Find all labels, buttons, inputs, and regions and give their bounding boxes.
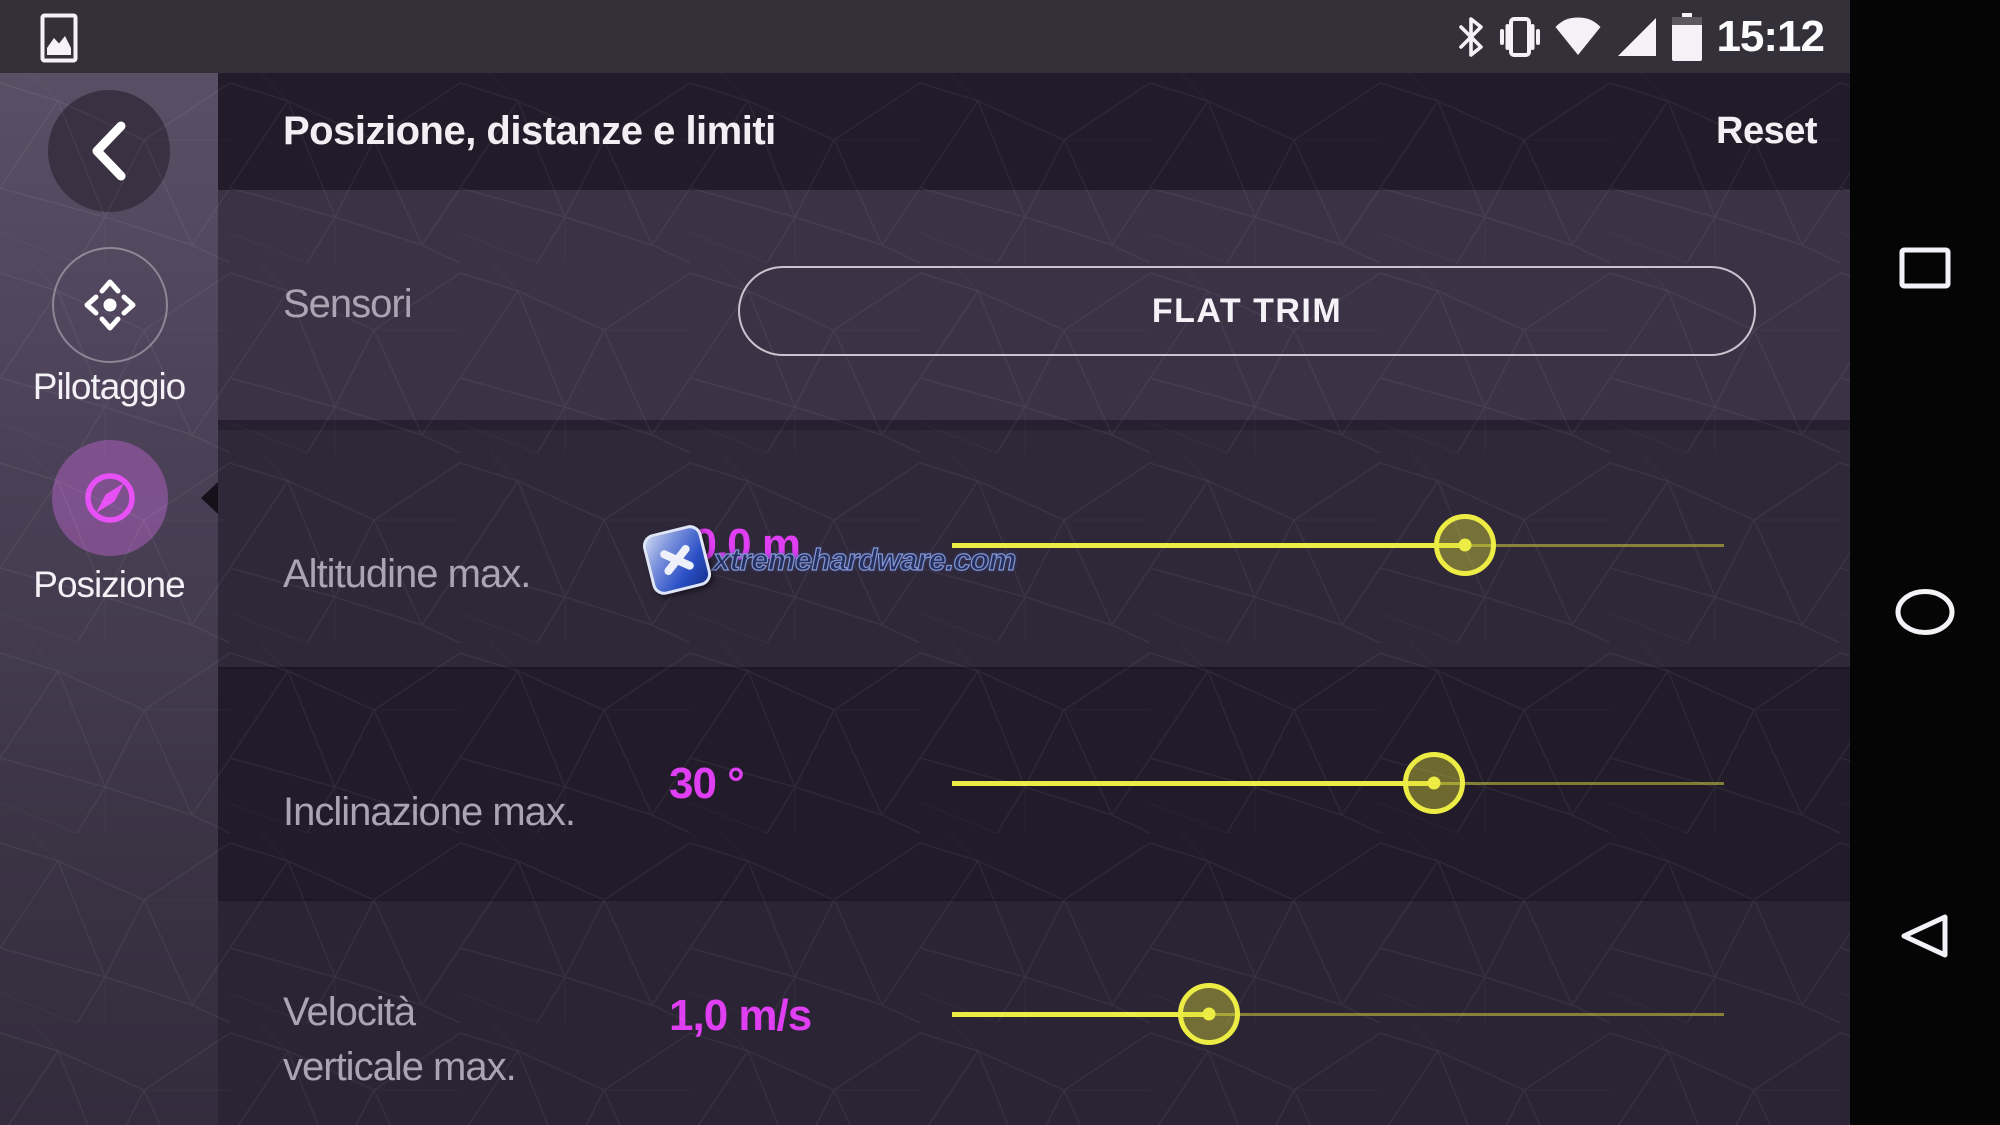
picture-icon bbox=[40, 13, 78, 63]
status-bar: 15:12 bbox=[0, 0, 1850, 73]
slider-handle-dot bbox=[1458, 538, 1472, 552]
back-button[interactable] bbox=[48, 90, 170, 212]
wifi-icon bbox=[1554, 17, 1602, 57]
watermark: xtremehardware.com bbox=[640, 522, 1017, 598]
selected-item-indicator bbox=[201, 482, 218, 514]
setting-label: Altitudine max. bbox=[283, 552, 531, 596]
page-title: Posizione, distanze e limiti bbox=[283, 109, 776, 153]
settings-panel: Posizione, distanze e limiti Reset Senso… bbox=[218, 73, 1850, 1125]
chevron-left-icon bbox=[87, 119, 131, 183]
flat-trim-label: FLAT TRIM bbox=[1151, 291, 1343, 330]
reset-button[interactable]: Reset bbox=[1716, 110, 1818, 152]
slider-handle[interactable] bbox=[1178, 983, 1241, 1045]
sensors-label: Sensori bbox=[283, 282, 413, 326]
recents-button[interactable] bbox=[1899, 247, 1951, 289]
status-icons: 15:12 bbox=[1456, 0, 1825, 73]
circle-icon bbox=[1894, 588, 1956, 636]
setting-labels: Velocità verticale max. Lenta bbox=[283, 930, 517, 1125]
android-nav-bar bbox=[1850, 0, 2000, 1125]
sidebar: Pilotaggio Posizione bbox=[0, 73, 218, 1125]
sensors-row: Sensori FLAT TRIM bbox=[218, 190, 1850, 430]
app-body: Pilotaggio Posizione Posizione, distanze… bbox=[0, 73, 1850, 1125]
slider-handle-dot bbox=[1202, 1007, 1216, 1021]
bluetooth-icon bbox=[1456, 16, 1486, 58]
setting-value: 1,0 m/s bbox=[669, 991, 812, 1040]
setting-row-max-tilt: Inclinazione max. Normale 30 ° bbox=[218, 667, 1850, 944]
home-button[interactable] bbox=[1894, 588, 1956, 636]
slider-track-filled[interactable] bbox=[952, 542, 1466, 548]
slider-handle-dot bbox=[1427, 776, 1441, 790]
slider-track-filled[interactable] bbox=[952, 780, 1434, 786]
slider-track-filled[interactable] bbox=[952, 1011, 1210, 1017]
back-nav-button[interactable] bbox=[1899, 913, 1951, 959]
setting-label: Inclinazione max. bbox=[283, 790, 576, 834]
slider-handle[interactable] bbox=[1402, 752, 1465, 814]
watermark-text: xtremehardware.com bbox=[712, 541, 1017, 577]
sidebar-item-label-pilotaggio[interactable]: Pilotaggio bbox=[32, 366, 187, 407]
page-header: Posizione, distanze e limiti Reset bbox=[218, 73, 1850, 190]
x-badge-icon bbox=[640, 522, 714, 598]
setting-label: Velocità verticale max. bbox=[283, 990, 517, 1089]
setting-value: 30 ° bbox=[669, 759, 745, 808]
setting-row-max-altitude: Altitudine max. Normale 10,0 m xtremehar… bbox=[218, 430, 1850, 706]
clock: 15:12 bbox=[1716, 11, 1825, 61]
setting-row-max-vertical-speed: Velocità verticale max. Lenta 1,0 m/s bbox=[218, 899, 1850, 1125]
dpad-icon bbox=[75, 270, 145, 340]
slider-handle[interactable] bbox=[1434, 514, 1497, 576]
triangle-icon bbox=[1899, 913, 1951, 959]
sidebar-item-posizione[interactable] bbox=[52, 440, 168, 556]
compass-icon bbox=[78, 466, 142, 530]
sidebar-item-pilotaggio[interactable] bbox=[52, 247, 168, 363]
battery-icon bbox=[1672, 12, 1703, 61]
vibrate-icon bbox=[1500, 15, 1541, 59]
signal-icon bbox=[1616, 16, 1658, 58]
flat-trim-button[interactable]: FLAT TRIM bbox=[738, 266, 1756, 356]
square-icon bbox=[1899, 247, 1951, 289]
sidebar-item-label-posizione[interactable]: Posizione bbox=[33, 564, 185, 605]
